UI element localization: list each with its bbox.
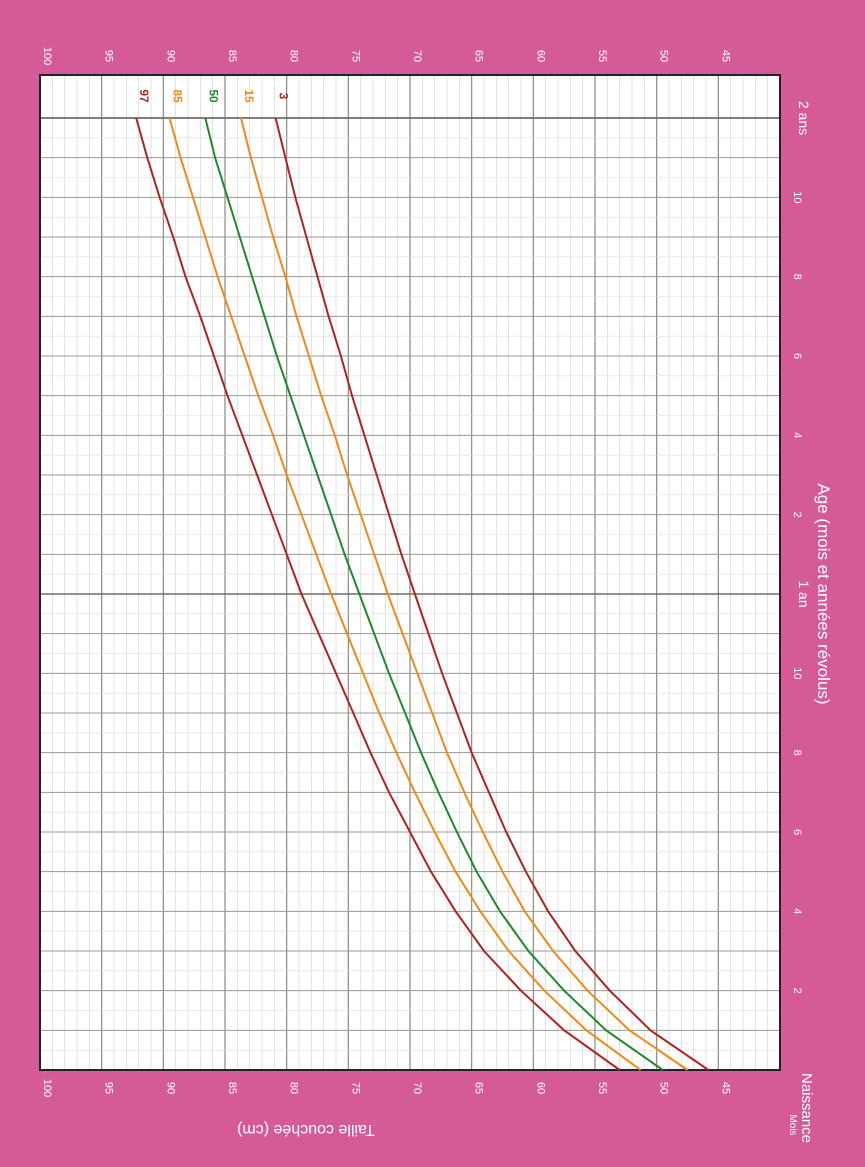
size-tick-top: 65 bbox=[473, 50, 485, 62]
size-tick-bottom: 100 bbox=[41, 1079, 53, 1097]
size-tick-top: 80 bbox=[288, 50, 300, 62]
age-tick-naissance: Naissance bbox=[798, 1073, 815, 1143]
percentile-label-97: 97 bbox=[137, 89, 151, 103]
size-tick-top: 50 bbox=[658, 50, 670, 62]
size-tick-bottom: 95 bbox=[103, 1082, 115, 1094]
percentile-label-15: 15 bbox=[242, 89, 256, 103]
y-axis-title: Taille couchée (cm) bbox=[237, 1121, 375, 1138]
percentile-line-15 bbox=[240, 117, 689, 1071]
age-tick-label: 8 bbox=[791, 750, 803, 756]
size-tick-bottom: 50 bbox=[658, 1082, 670, 1094]
size-tick-bottom: 65 bbox=[473, 1082, 485, 1094]
age-tick-label: 4 bbox=[791, 432, 803, 438]
percentile-line-50 bbox=[204, 117, 664, 1071]
size-tick-top: 100 bbox=[41, 47, 53, 65]
size-tick-top: 75 bbox=[349, 50, 361, 62]
plot-border bbox=[39, 74, 781, 1071]
age-tick-label: 4 bbox=[791, 908, 803, 914]
size-tick-bottom: 45 bbox=[719, 1082, 731, 1094]
size-tick-bottom: 75 bbox=[349, 1082, 361, 1094]
percentile-label-85: 85 bbox=[171, 89, 185, 103]
size-tick-top: 85 bbox=[226, 50, 238, 62]
size-tick-bottom: 85 bbox=[226, 1082, 238, 1094]
size-tick-bottom: 55 bbox=[596, 1082, 608, 1094]
size-tick-top: 60 bbox=[534, 50, 546, 62]
age-tick-label: 6 bbox=[791, 829, 803, 835]
x-axis-title: Age (mois et années révolus) bbox=[814, 483, 833, 704]
age-tick-label: 8 bbox=[791, 274, 803, 280]
age-tick-label: 2 ans bbox=[796, 101, 812, 135]
size-tick-top: 90 bbox=[164, 50, 176, 62]
age-tick-label: 1 an bbox=[796, 580, 812, 607]
age-tick-label: 6 bbox=[791, 353, 803, 359]
age-tick-label: 10 bbox=[791, 667, 803, 679]
age-tick-label: 10 bbox=[791, 191, 803, 203]
age-tick-label: 2 bbox=[791, 988, 803, 994]
size-tick-top: 95 bbox=[103, 50, 115, 62]
percentile-line-97 bbox=[135, 117, 621, 1071]
size-tick-bottom: 70 bbox=[411, 1082, 423, 1094]
size-tick-top: 70 bbox=[411, 50, 423, 62]
age-tick-label: 2 bbox=[791, 512, 803, 518]
percentile-label-3: 3 bbox=[277, 93, 291, 100]
percentile-line-3 bbox=[274, 117, 710, 1071]
size-tick-bottom: 60 bbox=[534, 1082, 546, 1094]
size-tick-top: 55 bbox=[596, 50, 608, 62]
size-tick-bottom: 80 bbox=[288, 1082, 300, 1094]
size-tick-top: 45 bbox=[719, 50, 731, 62]
percentile-label-50: 50 bbox=[206, 89, 220, 103]
size-tick-bottom: 90 bbox=[164, 1082, 176, 1094]
age-unit-label: Mois bbox=[787, 1114, 798, 1135]
percentile-line-85 bbox=[168, 117, 642, 1071]
